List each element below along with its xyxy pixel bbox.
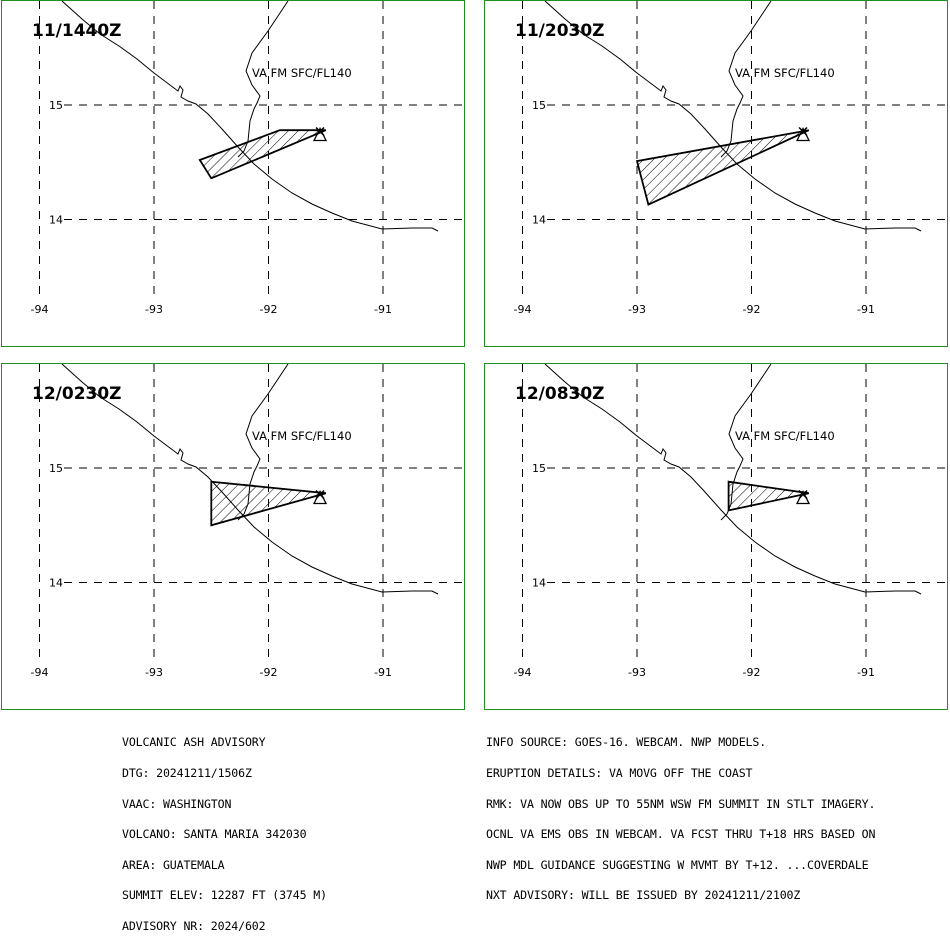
advisory-line: DTG: 20241211/1506Z (122, 766, 252, 780)
latitude-tick-label: 15 (532, 99, 546, 112)
advisory-line: INFO SOURCE: GOES-16. WEBCAM. NWP MODELS… (486, 735, 767, 750)
ash-cloud-polygon (198, 129, 327, 180)
forecast-time-label: 12/0230Z (32, 384, 122, 404)
ash-cloud-polygon (210, 480, 327, 527)
latitude-tick-label: 15 (49, 99, 63, 112)
advisory-remarks-block: INFO SOURCE: GOES-16. WEBCAM. NWP MODELS… (486, 717, 875, 911)
advisory-line: ADVISORY NR: 2024/602 (122, 918, 266, 933)
map-canvas: -94 -93 -92 -91 15 14 11/1440Z VA FM SFC/FL140 (31, 1, 464, 316)
longitude-tick-label: -91 (857, 666, 875, 679)
map-canvas: -94 -93 -92 -91 15 14 12/0230Z VA FM SFC/FL140 (31, 364, 464, 679)
ash-layer-label: VA FM SFC/FL140 (735, 429, 835, 443)
volcano-icon (312, 489, 328, 505)
longitude-tick-label: -94 (31, 303, 49, 316)
forecast-time-label: 12/0830Z (515, 384, 605, 404)
ash-cloud-hatch (637, 130, 809, 205)
map-panel-1: -94 -93 -92 -91 15 14 11/1440Z VA FM SFC/FL140 (1, 0, 465, 347)
longitude-tick-label: -91 (857, 303, 875, 316)
coastline (544, 364, 922, 595)
longitude-tick-label: -93 (145, 303, 163, 316)
latitude-tick-label: 14 (532, 577, 546, 590)
advisory-line: NXT ADVISORY: WILL BE ISSUED BY 20241211… (486, 888, 801, 903)
latitude-tick-label: 14 (49, 214, 63, 227)
latitude-tick-label: 15 (532, 462, 546, 475)
ash-cloud-hatch (728, 481, 809, 511)
volcano-icon (795, 489, 811, 505)
longitude-tick-label: -94 (514, 303, 532, 316)
advisory-line: SUMMIT ELEV: 12287 FT (3745 M) (122, 888, 327, 903)
longitude-tick-label: -91 (374, 303, 392, 316)
map-panel-2: -94 -93 -92 -91 15 14 11/2030Z VA FM SFC/FL140 (484, 0, 948, 347)
coastline (61, 1, 439, 232)
longitude-tick-label: -93 (145, 666, 163, 679)
advisory-line: VOLCANIC ASH ADVISORY (122, 735, 266, 750)
ash-cloud-hatch (199, 130, 326, 179)
advisory-line: VOLCANO: SANTA MARIA 342030 (122, 827, 307, 842)
longitude-tick-label: -94 (31, 666, 49, 679)
longitude-tick-label: -92 (260, 666, 278, 679)
map-panel-3: -94 -93 -92 -91 15 14 12/0230Z VA FM SFC/FL140 (1, 363, 465, 710)
longitude-tick-label: -92 (260, 303, 278, 316)
latitude-tick-label: 14 (532, 214, 546, 227)
advisory-line: ERUPTION DETAILS: VA MOVG OFF THE COAST (486, 766, 753, 780)
ash-cloud-polygon (727, 480, 809, 512)
ash-cloud-polygon (635, 129, 810, 206)
advisory-line: AREA: GUATEMALA (122, 857, 225, 872)
forecast-time-label: 11/2030Z (515, 21, 605, 41)
coastline (544, 1, 922, 232)
country-border (720, 1, 772, 158)
advisory-header-block: VOLCANIC ASH ADVISORY DTG: 20241211/1506… (122, 717, 327, 941)
forecast-time-label: 11/1440Z (32, 21, 122, 41)
volcano-icon (312, 126, 328, 142)
latitude-tick-label: 15 (49, 462, 63, 475)
longitude-tick-label: -94 (514, 666, 532, 679)
volcano-icon (795, 126, 811, 142)
longitude-tick-label: -92 (743, 303, 761, 316)
longitude-tick-label: -92 (743, 666, 761, 679)
ash-layer-label: VA FM SFC/FL140 (252, 66, 352, 80)
longitude-tick-label: -93 (628, 303, 646, 316)
advisory-line: OCNL VA EMS OBS IN WEBCAM. VA FCST THRU … (486, 827, 876, 842)
map-panel-4: -94 -93 -92 -91 15 14 12/0830Z VA FM SFC/FL140 (484, 363, 948, 710)
ash-layer-label: VA FM SFC/FL140 (735, 66, 835, 80)
ash-layer-label: VA FM SFC/FL140 (252, 429, 352, 443)
map-canvas: -94 -93 -92 -91 15 14 11/2030Z VA FM SFC/FL140 (514, 1, 947, 316)
advisory-line: VAAC: WASHINGTON (122, 796, 232, 811)
coastline (61, 364, 439, 595)
advisory-line: RMK: VA NOW OBS UP TO 55NM WSW FM SUMMIT… (486, 796, 876, 811)
latitude-tick-label: 14 (49, 577, 63, 590)
longitude-tick-label: -91 (374, 666, 392, 679)
advisory-line: NWP MDL GUIDANCE SUGGESTING W MVMT BY T+… (486, 857, 869, 872)
longitude-tick-label: -93 (628, 666, 646, 679)
ash-cloud-hatch (211, 481, 326, 526)
map-canvas: -94 -93 -92 -91 15 14 12/0830Z VA FM SFC/FL140 (514, 364, 947, 679)
